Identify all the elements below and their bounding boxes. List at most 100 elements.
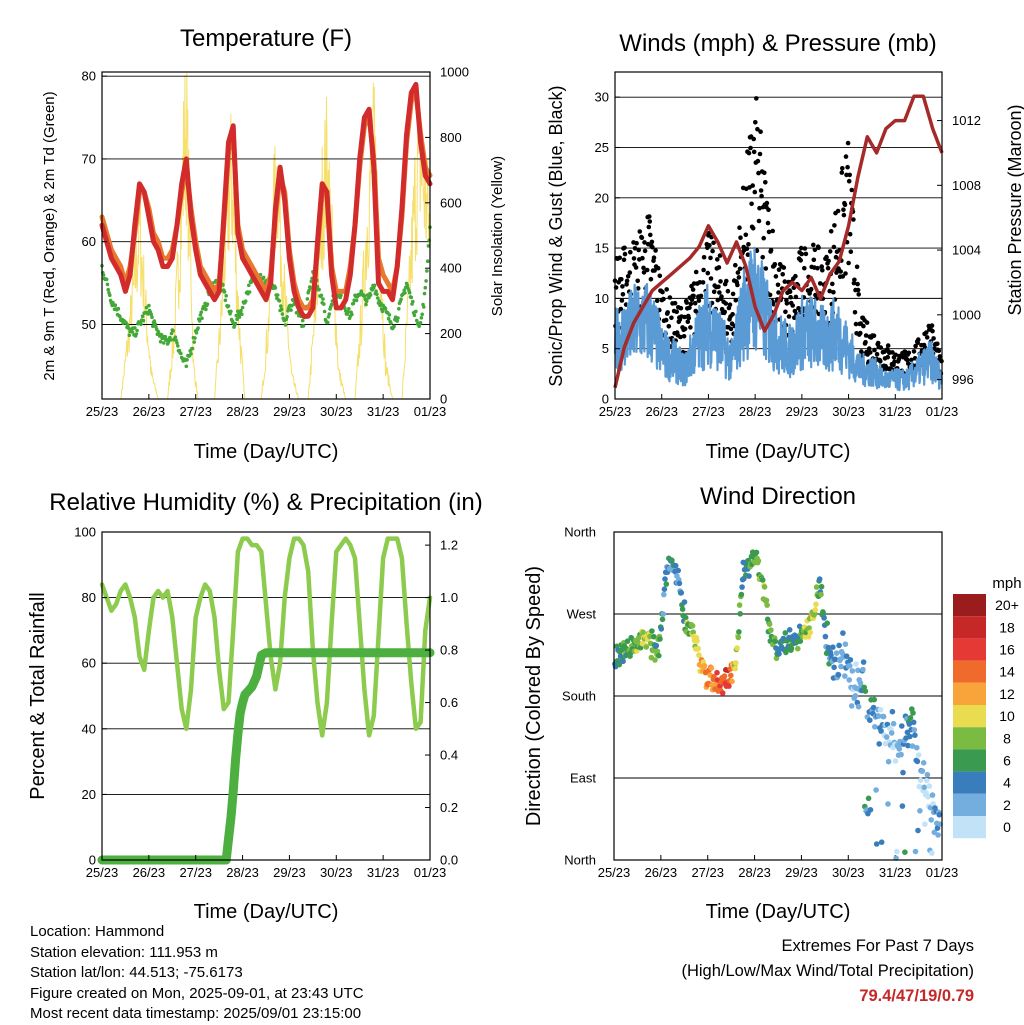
direction-point: [926, 783, 933, 789]
series-precipitation: [97, 648, 435, 865]
station-elevation: Station elevation: 111.953 m: [30, 943, 218, 961]
gust-point: [707, 243, 712, 248]
gust-point: [766, 229, 772, 235]
dewpoint-point: [240, 305, 245, 310]
dewpoint-point: [383, 306, 388, 311]
gust-point: [878, 359, 883, 364]
winds-xlabel: Time (Day/UTC): [706, 441, 851, 463]
gust-point: [700, 280, 706, 285]
gust-point: [617, 255, 622, 261]
gust-point: [788, 294, 793, 300]
gust-point: [875, 340, 881, 346]
gust-point: [745, 252, 751, 257]
gust-point: [760, 254, 765, 260]
x-tick-label: 25/23: [86, 865, 119, 880]
gust-point: [793, 294, 799, 300]
gust-point: [650, 244, 655, 250]
gust-point: [652, 268, 657, 273]
humidity-panel: Relative Humidity (%) & Precipitation (i…: [27, 489, 483, 923]
x-tick-label: 25/23: [598, 865, 631, 880]
gust-point: [840, 274, 846, 279]
direction-tick-label: South: [562, 689, 596, 704]
series-9m-temperature: [99, 90, 433, 311]
gust-point: [929, 323, 935, 328]
gust-point: [647, 214, 652, 219]
direction-point: [721, 673, 728, 679]
gust-point: [831, 244, 837, 250]
x-tick-label: 25/23: [599, 404, 632, 419]
direction-point: [732, 665, 738, 672]
y2-tick-label: 200: [440, 326, 462, 341]
y-tick-label: 0: [602, 392, 609, 407]
gust-point: [906, 350, 912, 356]
gust-point: [937, 354, 943, 359]
wind-direction-xlabel: Time (Day/UTC): [706, 901, 851, 923]
direction-point: [905, 742, 911, 749]
direction-point: [924, 771, 931, 778]
gust-point: [621, 257, 627, 263]
gust-point: [632, 246, 638, 251]
gust-point: [874, 351, 880, 357]
gust-point: [688, 301, 694, 307]
gust-point: [751, 136, 756, 142]
gust-point: [762, 170, 767, 176]
dewpoint-point: [405, 283, 410, 288]
gust-point: [619, 277, 624, 282]
winds-plot-frame: [614, 71, 943, 400]
dewpoint-point: [322, 309, 327, 314]
gust-point: [735, 282, 740, 288]
gust-point: [743, 232, 749, 238]
legend-label: 10: [999, 708, 1015, 724]
gust-point: [802, 265, 807, 271]
legend-swatch: [953, 660, 986, 683]
direction-point: [694, 638, 700, 644]
dewpoint-point: [387, 313, 392, 317]
gust-point: [827, 288, 832, 294]
dewpoint-point: [161, 341, 166, 345]
dewpoint-point: [395, 319, 400, 323]
gust-point: [916, 337, 921, 342]
y2-tick-label: 0.8: [440, 643, 458, 658]
direction-point: [917, 808, 923, 814]
gust-point: [636, 247, 641, 253]
direction-point: [649, 628, 655, 634]
direction-point: [651, 633, 657, 640]
x-tick-label: 30/23: [832, 404, 865, 419]
dewpoint-point: [126, 326, 131, 331]
dewpoint-point: [235, 317, 239, 322]
gust-point: [863, 339, 868, 345]
station-latlon: Station lat/lon: 44.513; -75.6173: [30, 964, 243, 981]
gust-point: [812, 247, 818, 253]
x-tick-label: 28/23: [738, 865, 771, 880]
direction-point: [849, 668, 856, 674]
y-tick-label: 100: [74, 525, 96, 540]
gust-point: [718, 279, 723, 284]
dewpoint-point: [116, 306, 121, 311]
direction-point: [820, 611, 827, 617]
direction-point: [766, 621, 773, 627]
gust-point: [667, 295, 673, 300]
gust-point: [885, 354, 890, 360]
humidity-ylabel: Percent & Total Rainfall: [27, 592, 49, 800]
gust-point: [696, 298, 702, 303]
legend-label: 2: [1003, 797, 1011, 813]
gust-point: [798, 258, 803, 263]
dewpoint-point: [151, 324, 155, 329]
dewpoint-point: [193, 336, 197, 340]
direction-point: [885, 801, 891, 807]
dewpoint-point: [412, 313, 417, 318]
gust-point: [863, 333, 869, 338]
gust-point: [798, 245, 804, 251]
gust-point: [866, 346, 872, 351]
gust-point: [924, 335, 930, 340]
direction-point: [652, 657, 658, 663]
dewpoint-point: [359, 289, 364, 294]
gust-point: [690, 287, 696, 292]
direction-point: [847, 663, 853, 669]
x-tick-label: 31/23: [367, 404, 400, 419]
legend-swatch: [953, 749, 986, 772]
direction-point: [795, 645, 801, 652]
gust-point: [648, 232, 653, 238]
direction-point: [885, 758, 892, 765]
direction-point: [821, 615, 827, 621]
